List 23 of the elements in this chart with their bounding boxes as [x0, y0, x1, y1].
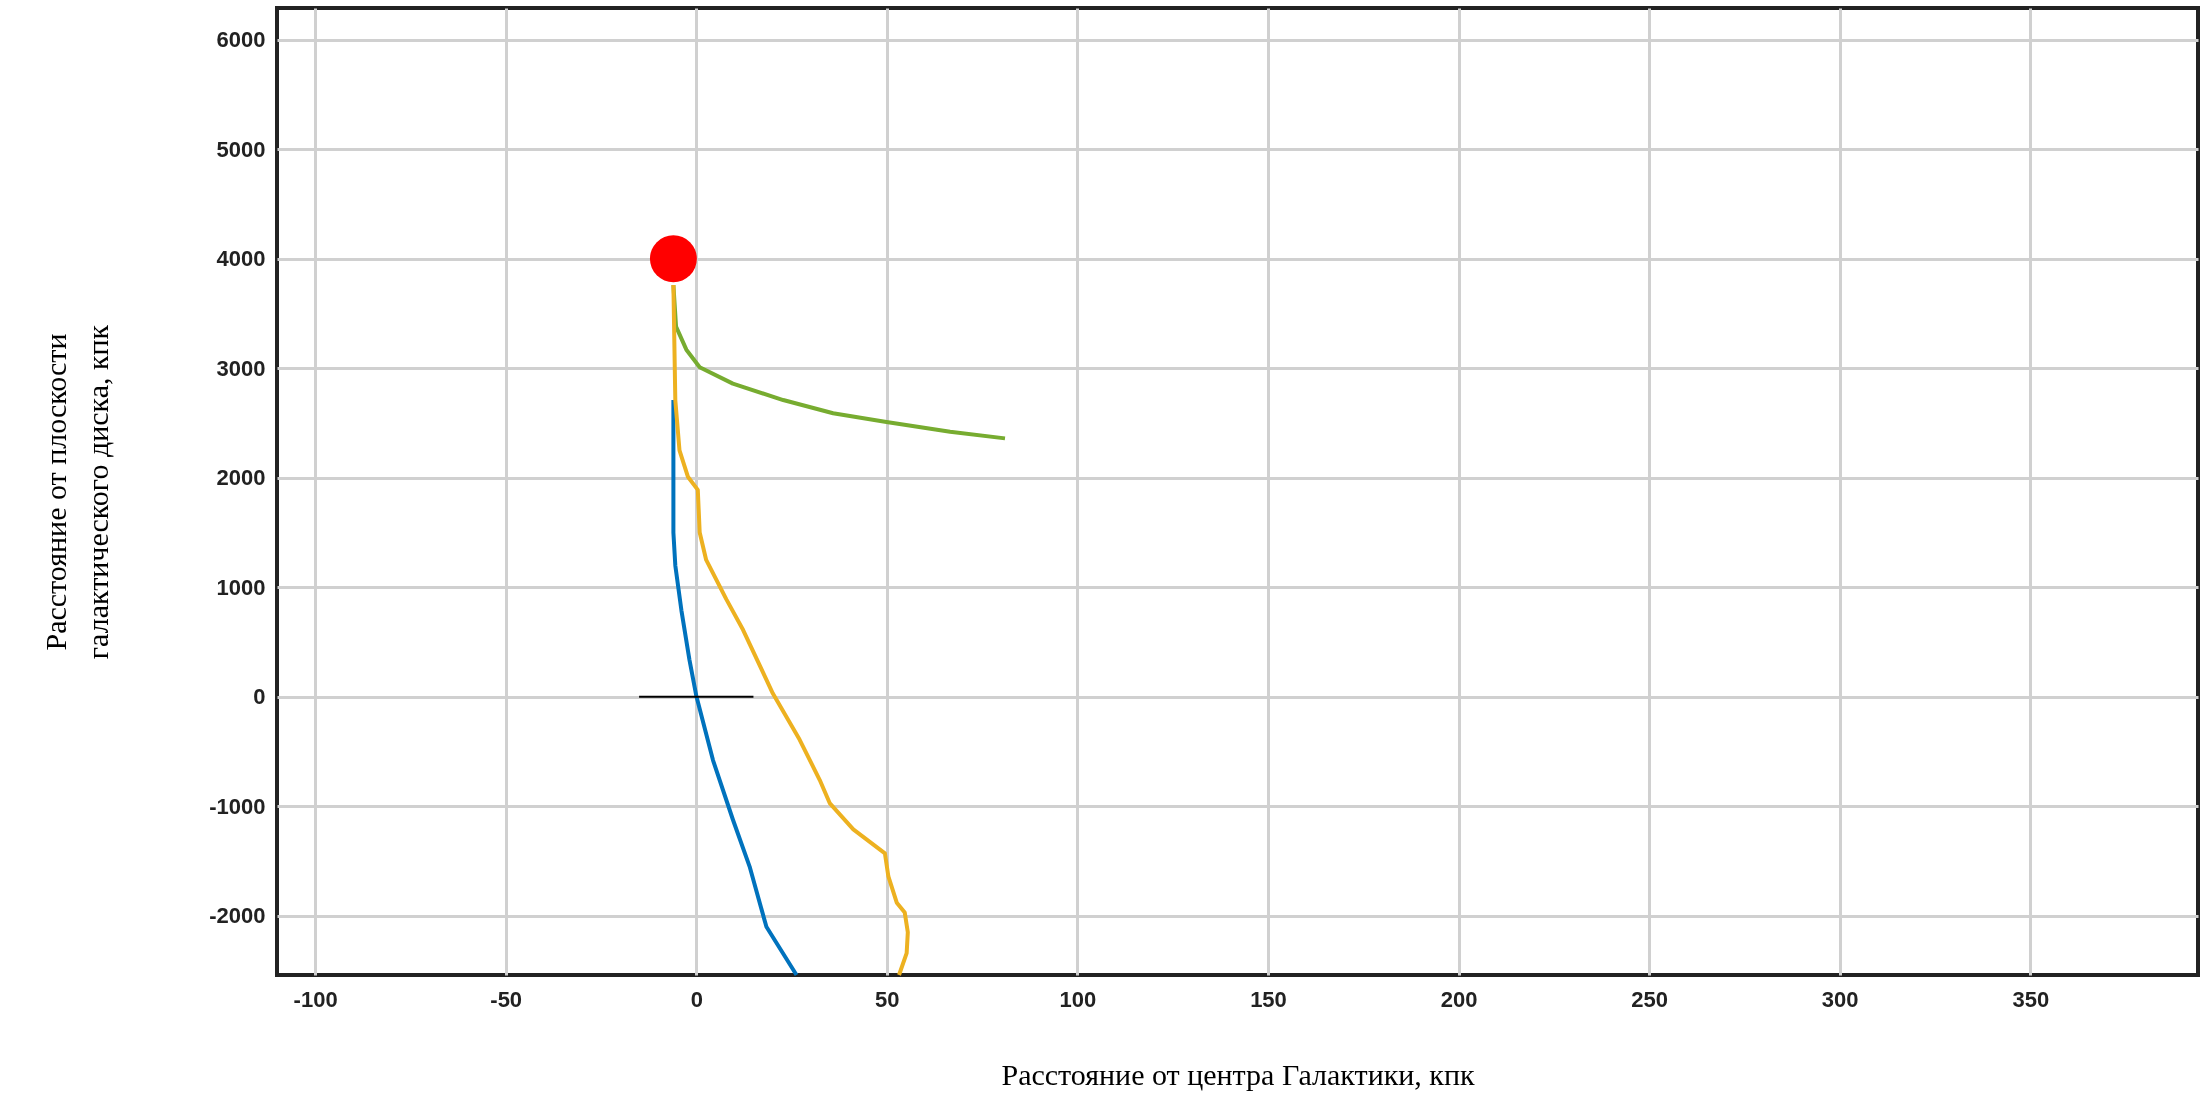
x-tick-label: 350 — [2012, 986, 2050, 1012]
x-tick-label: 50 — [875, 986, 900, 1012]
line-series — [671, 398, 799, 977]
x-tick-label: 100 — [1059, 986, 1097, 1012]
y-tick-label: 2000 — [216, 465, 266, 491]
x-tick-label: 250 — [1631, 986, 1668, 1012]
x-tick-label: 300 — [1821, 986, 1859, 1012]
x-tick-label: 150 — [1250, 986, 1287, 1012]
y-tick-label: -1000 — [209, 793, 266, 819]
x-tick-label: -50 — [490, 986, 523, 1012]
x-tick-label: 0 — [690, 986, 703, 1012]
y-tick-label: 0 — [253, 684, 266, 710]
x-tick-label: -100 — [293, 986, 338, 1012]
y-tick-label: -2000 — [209, 903, 266, 929]
line-series — [671, 283, 910, 977]
y-tick-label: 3000 — [216, 355, 266, 381]
y-tick-label: 5000 — [216, 136, 266, 162]
y-tick-label: 1000 — [216, 574, 266, 600]
y-tick-label: 6000 — [216, 27, 266, 53]
y-axis-title: Расстояние от плоскости галактического диска, кпк — [39, 324, 115, 660]
x-tick-label: 200 — [1440, 986, 1478, 1012]
x-axis-title: Расстояние от центра Галактики, кпк — [1001, 1057, 1475, 1091]
y-tick-label: 4000 — [216, 246, 266, 272]
